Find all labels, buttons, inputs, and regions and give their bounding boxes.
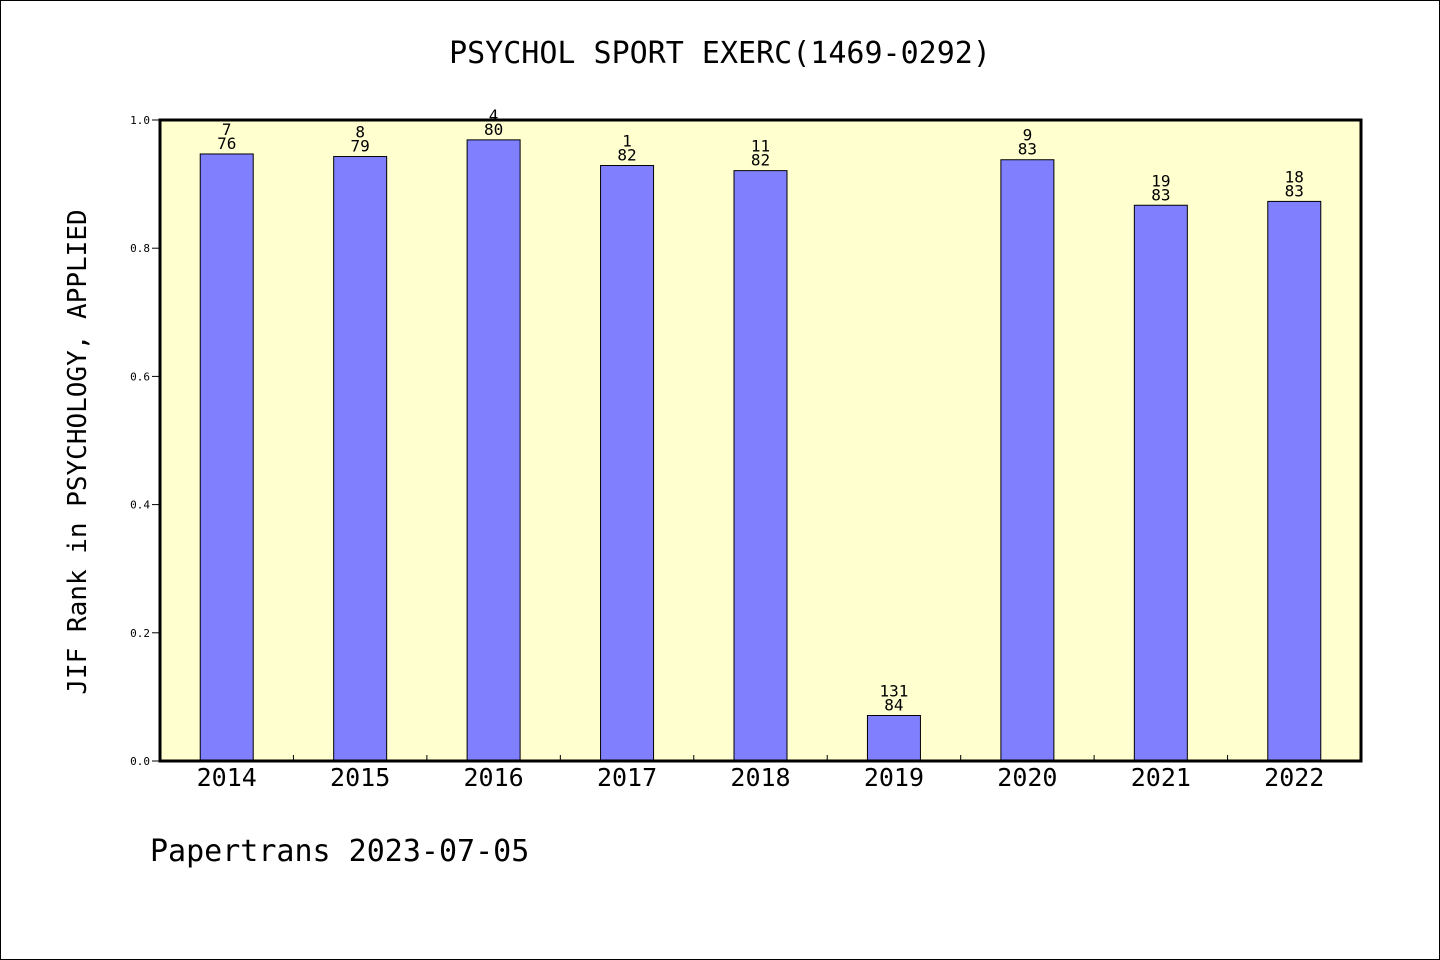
x-tick-label: 2020 xyxy=(997,763,1057,792)
bar-total-label: 82 xyxy=(751,151,770,170)
bar-rank-label: 9 xyxy=(1023,126,1033,145)
bar-rank-label: 8 xyxy=(355,123,365,142)
chart-title: PSYCHOL SPORT EXERC(1469-0292) xyxy=(449,36,991,71)
footer-credit: Papertrans 2023-07-05 xyxy=(150,834,530,869)
x-tick-label: 2019 xyxy=(864,763,924,792)
bar-rank-label: 11 xyxy=(751,137,770,156)
plot-border xyxy=(158,118,1363,763)
y-tick-label: 0.6 xyxy=(130,370,150,383)
bar-total-label: 83 xyxy=(1285,181,1304,200)
y-tick-label: 1.0 xyxy=(130,114,150,127)
bar-total-label: 79 xyxy=(351,137,370,156)
bar-total-label: 80 xyxy=(484,120,503,139)
x-tick-label: 2014 xyxy=(197,763,257,792)
bar-2017 xyxy=(600,165,655,762)
x-tick-label: 2015 xyxy=(330,763,390,792)
y-tick-label: 0.2 xyxy=(130,627,150,640)
bar-2015 xyxy=(333,156,388,762)
bar-2022 xyxy=(1267,200,1322,762)
bar-rank-label: 19 xyxy=(1151,171,1170,190)
bar-2020 xyxy=(1000,159,1055,762)
bar-total-label: 82 xyxy=(617,146,636,165)
bar-2019 xyxy=(866,714,921,762)
y-tick-label: 0.8 xyxy=(130,242,150,255)
x-tick-label: 2021 xyxy=(1131,763,1191,792)
bar-total-label: 83 xyxy=(1018,140,1037,159)
bar-rank-label: 18 xyxy=(1285,167,1304,186)
bars xyxy=(199,139,1322,762)
bar-2021 xyxy=(1133,204,1188,762)
bar-rank-label: 1 xyxy=(622,132,632,151)
x-tick-label: 2022 xyxy=(1264,763,1324,792)
bar-total-label: 83 xyxy=(1151,185,1170,204)
x-tick-label: 2018 xyxy=(730,763,790,792)
y-tick-label: 0.4 xyxy=(130,499,150,512)
bar-2018 xyxy=(733,170,788,762)
bar-rank-label: 4 xyxy=(489,106,499,125)
x-tick-label: 2016 xyxy=(464,763,524,792)
bar-2016 xyxy=(466,139,521,762)
bar-rank-label: 7 xyxy=(222,120,232,139)
bar-total-label: 76 xyxy=(217,134,236,153)
y-tick-label: 0.0 xyxy=(130,755,150,768)
bar-rank-label: 131 xyxy=(879,681,908,700)
x-axis-ticks: 2014 2015 2016 2017 2018 2019 2020 2021 2022 xyxy=(197,755,1324,792)
bar-total-label: 84 xyxy=(884,695,903,714)
bar-2014 xyxy=(199,153,254,762)
x-tick-label: 2017 xyxy=(597,763,657,792)
y-axis-ticks: 0.0 0.2 0.4 0.6 0.8 1.0 xyxy=(130,114,160,768)
